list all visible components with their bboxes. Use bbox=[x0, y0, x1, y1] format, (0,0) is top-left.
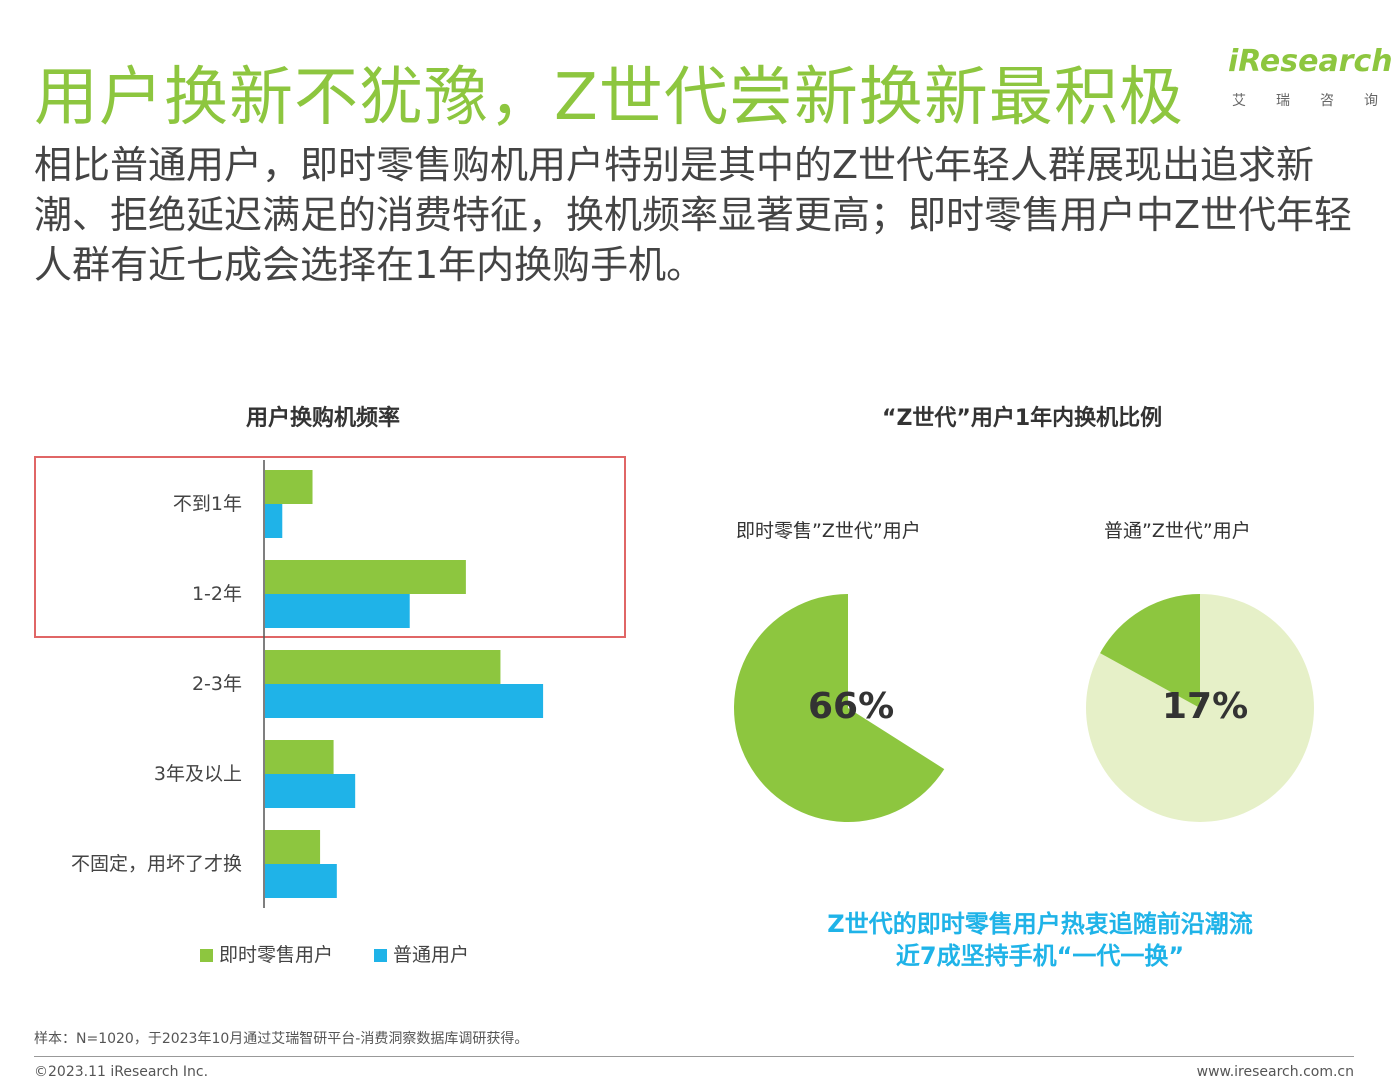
callout-line-2: 近7成坚持手机“一代一换” bbox=[895, 942, 1185, 970]
legend-swatch-green bbox=[200, 949, 213, 962]
callout-line-1: Z世代的即时零售用户热衷追随前沿潮流 bbox=[827, 910, 1253, 938]
legend-swatch-blue bbox=[374, 949, 387, 962]
bar-instant-retail bbox=[265, 650, 501, 684]
pie-value-label: 66% bbox=[808, 686, 895, 727]
category-label: 不到1年 bbox=[173, 493, 242, 515]
website-link[interactable]: www.iresearch.com.cn bbox=[1196, 1064, 1354, 1080]
page-subtitle: 相比普通用户，即时零售购机用户特别是其中的Z世代年轻人群展现出追求新潮、拒绝延迟… bbox=[34, 143, 1353, 287]
legend-item-normal: 普通用户 bbox=[374, 940, 469, 967]
category-label: 3年及以上 bbox=[154, 763, 242, 785]
highlight-box bbox=[34, 456, 626, 638]
pie-value-label: 17% bbox=[1162, 686, 1249, 727]
bar-instant-retail bbox=[265, 560, 466, 594]
bar-chart-title: 用户换购机频率 bbox=[246, 406, 401, 431]
logo-text: iResearch bbox=[1228, 44, 1393, 79]
copyright-text: ©2023.11 iResearch Inc. bbox=[34, 1064, 209, 1080]
sample-footnote: 样本：N=1020，于2023年10月通过艾瑞智研平台-消费洞察数据库调研获得。 bbox=[34, 1031, 529, 1047]
logo-subtext: 艾瑞咨询 bbox=[1232, 93, 1400, 109]
footer-divider bbox=[34, 1056, 1354, 1057]
category-label: 不固定，用坏了才换 bbox=[71, 853, 242, 875]
category-label: 1-2年 bbox=[192, 583, 242, 605]
page-title: 用户换新不犹豫，Z世代尝新换新最积极 bbox=[34, 61, 1184, 135]
iresearch-logo: iResearch 艾瑞咨询 bbox=[1228, 40, 1394, 112]
pie-label-normal: 普通”Z世代”用户 bbox=[1104, 520, 1251, 542]
legend-item-instant-retail: 即时零售用户 bbox=[200, 940, 333, 967]
pie-label-instant-retail: 即时零售”Z世代”用户 bbox=[736, 520, 921, 542]
bar-normal bbox=[265, 594, 410, 628]
legend-label: 普通用户 bbox=[393, 944, 470, 966]
callout-text: Z世代的即时零售用户热衷追随前沿潮流 近7成坚持手机“一代一换” bbox=[780, 908, 1300, 972]
pie-chart-instant-retail bbox=[734, 594, 945, 822]
legend-label: 即时零售用户 bbox=[219, 944, 334, 966]
bar-normal bbox=[265, 684, 544, 718]
bar-normal bbox=[265, 864, 337, 898]
category-label: 2-3年 bbox=[192, 673, 242, 695]
bar-normal bbox=[265, 774, 356, 808]
bar-instant-retail bbox=[265, 740, 334, 774]
bar-normal bbox=[265, 504, 283, 538]
pie-chart-normal bbox=[1086, 594, 1314, 822]
bar-instant-retail bbox=[265, 470, 313, 504]
pie-slice-main bbox=[1100, 594, 1200, 708]
bar-instant-retail bbox=[265, 830, 321, 864]
pie-slice-main bbox=[734, 594, 945, 822]
pie-chart-title: “Z世代”用户1年内换机比例 bbox=[882, 406, 1163, 431]
